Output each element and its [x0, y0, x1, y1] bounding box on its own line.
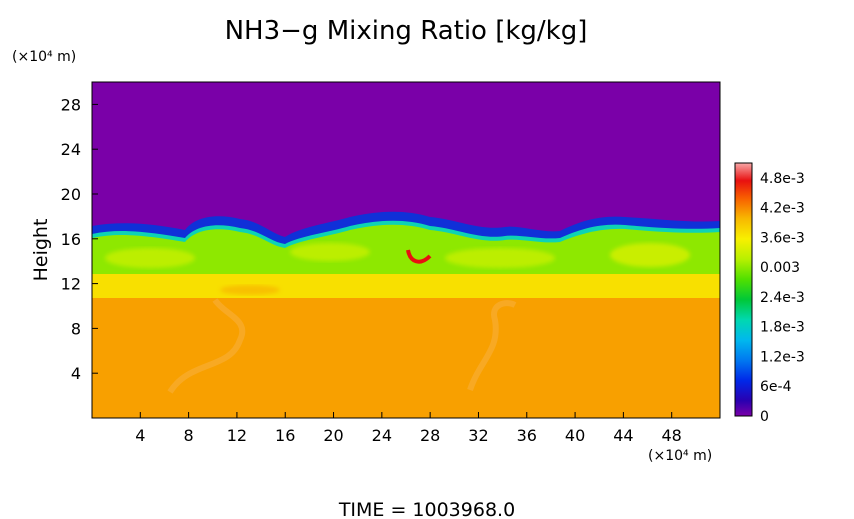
- y-axis: 4 8 12 16 20 24 28: [61, 95, 98, 383]
- colorbar-label: 0.003: [760, 260, 800, 276]
- colorbar-label: 1.2e-3: [760, 349, 805, 365]
- colorbar-label: 1.8e-3: [760, 320, 805, 336]
- colorbar-gradient: [734, 162, 753, 417]
- field-patch: [220, 285, 280, 295]
- field-cyan-top: [92, 214, 720, 248]
- y-tick-label: 4: [71, 364, 81, 383]
- y-axis-label: Height: [30, 219, 52, 282]
- x-axis: 4 8 12 16 20 24 28 32 36 40 44 48: [135, 412, 682, 445]
- y-tick-label: 12: [61, 275, 81, 294]
- chart-title: NH3−g Mixing Ratio [kg/kg]: [225, 16, 588, 46]
- x-tick-label: 8: [184, 426, 194, 445]
- colorbar-ticks: 0 6e-4 1.2e-3 1.8e-3 2.4e-3 0.003 3.6e-3 4.2e-3…: [760, 171, 805, 425]
- field-swirl: [167, 298, 246, 394]
- field-swirl: [467, 300, 517, 391]
- field-patch: [445, 248, 555, 268]
- x-tick-label: 36: [517, 426, 537, 445]
- colorbar-label: 6e-4: [760, 379, 792, 395]
- colorbar-label: 4.8e-3: [760, 171, 805, 187]
- y-tick-label: 8: [71, 319, 81, 338]
- x-tick-label: 44: [613, 426, 633, 445]
- x-axis-unit: (×10⁴ m): [648, 448, 712, 464]
- y-tick-label: 16: [61, 230, 81, 249]
- field-lower-layer: [92, 296, 720, 418]
- colorbar-label: 2.4e-3: [760, 290, 805, 306]
- x-tick-label: 4: [135, 426, 145, 445]
- plot-frame: [91, 81, 721, 419]
- y-tick-label: 24: [61, 140, 81, 159]
- x-tick-label: 28: [420, 426, 440, 445]
- x-tick-label: 20: [323, 426, 343, 445]
- y-tick-label: 28: [61, 95, 81, 114]
- field-hotspot: [406, 249, 432, 264]
- colorbar-label: 4.2e-3: [760, 201, 805, 217]
- x-tick-label: 12: [227, 426, 247, 445]
- field-patch: [105, 248, 195, 268]
- field-patch: [290, 243, 370, 261]
- x-tick-label: 32: [468, 426, 488, 445]
- x-tick-label: 16: [275, 426, 295, 445]
- x-tick-label: 48: [662, 426, 682, 445]
- y-axis-unit: (×10⁴ m): [12, 49, 76, 65]
- y-tick-label: 20: [61, 185, 81, 204]
- colorbar-label: 0: [760, 409, 769, 425]
- time-label: TIME = 1003968.0: [338, 499, 515, 519]
- colorbar-label: 3.6e-3: [760, 230, 805, 246]
- field-patch: [610, 243, 690, 267]
- colorbar: 0 6e-4 1.2e-3 1.8e-3 2.4e-3 0.003 3.6e-3 4.2e-3…: [734, 162, 805, 425]
- x-tick-label: 40: [565, 426, 585, 445]
- field-blue-edge: [92, 211, 720, 244]
- x-tick-label: 24: [372, 426, 392, 445]
- heatmap-field: [91, 81, 721, 419]
